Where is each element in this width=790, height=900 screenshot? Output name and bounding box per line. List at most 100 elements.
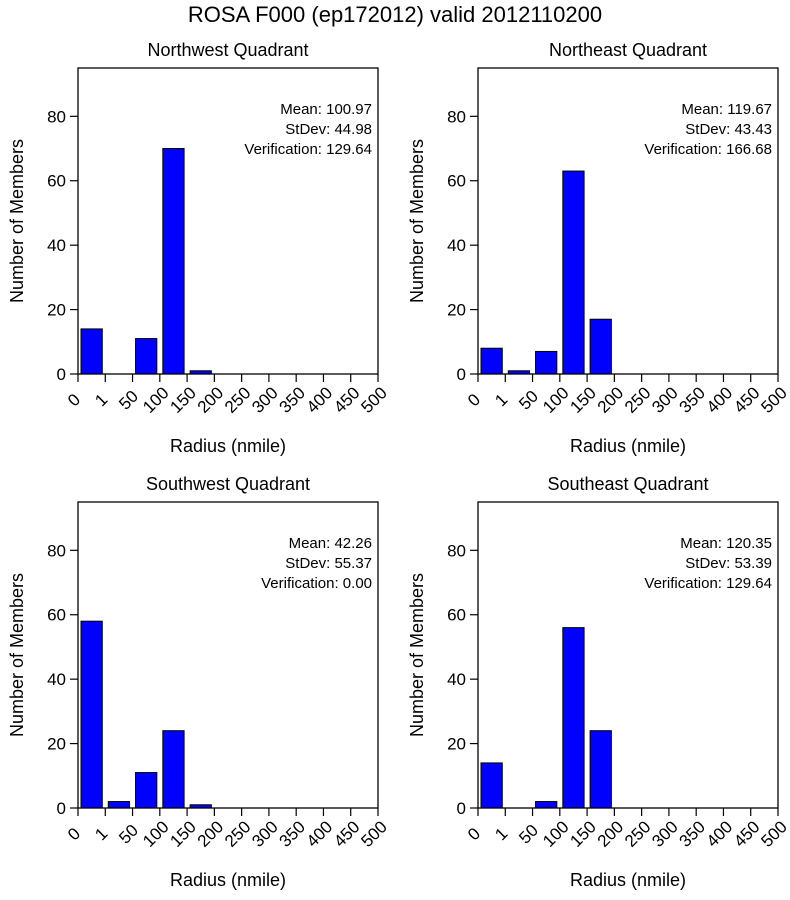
x-tick-label: 200: [594, 817, 627, 850]
chart-title: Northwest Quadrant: [147, 40, 308, 60]
x-tick-label: 1: [491, 390, 511, 410]
histogram-bar: [80, 328, 103, 375]
x-tick-label: 350: [676, 817, 709, 850]
x-tick-label: 200: [194, 383, 227, 416]
x-tick-label: 0: [464, 824, 484, 844]
x-tick-label: 300: [648, 817, 681, 850]
y-tick-label: 40: [47, 670, 66, 689]
stats-annotation: Verification: 129.64: [644, 575, 772, 592]
x-tick-label: 350: [676, 383, 709, 416]
x-tick-label: 50: [515, 387, 542, 414]
x-tick-label: 100: [139, 383, 172, 416]
y-tick-label: 0: [457, 799, 466, 818]
x-tick-label: 50: [515, 821, 542, 848]
x-tick-label: 450: [730, 817, 763, 850]
x-axis-label: Radius (nmile): [170, 870, 286, 890]
histogram-bar: [135, 772, 158, 809]
y-tick-label: 20: [47, 301, 66, 320]
x-tick-label: 0: [64, 824, 84, 844]
histogram-bar: [480, 762, 503, 809]
x-tick-label: 50: [115, 821, 142, 848]
y-tick-label: 0: [457, 365, 466, 384]
histogram-bar: [135, 338, 158, 375]
y-tick-label: 80: [447, 107, 466, 126]
histogram-bar: [107, 801, 131, 809]
chart-title: Southwest Quadrant: [146, 474, 310, 494]
x-tick-label: 0: [64, 390, 84, 410]
y-tick-label: 0: [57, 799, 66, 818]
x-tick-label: 0: [464, 390, 484, 410]
histogram-bar: [535, 350, 558, 375]
y-tick-label: 80: [47, 541, 66, 560]
chart-title: Northeast Quadrant: [549, 40, 707, 60]
x-tick-label: 1: [91, 390, 111, 410]
x-tick-label: 400: [703, 817, 736, 850]
page-title: ROSA F000 (ep172012) valid 2012110200: [187, 2, 603, 27]
x-tick-label: 500: [757, 383, 790, 416]
y-axis-label: Number of Members: [407, 139, 427, 303]
histogram-bar: [589, 730, 612, 809]
stats-annotation: Mean: 119.67: [681, 101, 772, 118]
stats-annotation: StDev: 43.43: [685, 121, 772, 138]
x-tick-label: 400: [303, 817, 336, 850]
histogram-bar: [535, 801, 558, 809]
x-axis-label: Radius (nmile): [170, 436, 286, 456]
x-tick-label: 450: [330, 383, 363, 416]
plot-frame: [477, 67, 779, 375]
y-tick-label: 40: [47, 236, 66, 255]
x-tick-label: 350: [276, 817, 309, 850]
x-tick-label: 150: [166, 817, 199, 850]
x-tick-label: 400: [703, 383, 736, 416]
stats-annotation: StDev: 55.37: [285, 555, 372, 572]
stats-annotation: Verification: 166.68: [644, 141, 772, 158]
x-tick-label: 450: [730, 383, 763, 416]
x-tick-label: 350: [276, 383, 309, 416]
x-tick-label: 150: [566, 817, 599, 850]
plot-frame: [77, 67, 379, 375]
stats-annotation: Verification: 0.00: [261, 575, 372, 592]
y-axis-label: Number of Members: [407, 573, 427, 737]
x-tick-label: 300: [648, 383, 681, 416]
x-tick-label: 1: [491, 824, 511, 844]
x-tick-label: 450: [330, 817, 363, 850]
y-axis-label: Number of Members: [7, 573, 27, 737]
stats-annotation: StDev: 53.39: [685, 555, 772, 572]
x-tick-label: 400: [303, 383, 336, 416]
x-tick-label: 500: [357, 817, 390, 850]
x-tick-label: 100: [539, 383, 572, 416]
x-tick-label: 150: [566, 383, 599, 416]
x-tick-label: 250: [221, 383, 254, 416]
stats-annotation: Mean: 42.26: [289, 535, 372, 552]
x-tick-label: 300: [248, 383, 281, 416]
y-tick-label: 60: [447, 606, 466, 625]
y-tick-label: 0: [57, 365, 66, 384]
plot-frame: [77, 501, 379, 809]
x-tick-label: 1: [91, 824, 111, 844]
y-tick-label: 80: [447, 541, 466, 560]
histogram-bar: [562, 627, 585, 809]
y-tick-label: 20: [47, 735, 66, 754]
y-tick-label: 40: [447, 670, 466, 689]
histogram-bar: [480, 347, 503, 375]
x-axis-label: Radius (nmile): [570, 870, 686, 890]
histogram-bar: [562, 170, 585, 375]
histogram-bar: [80, 620, 103, 809]
y-tick-label: 60: [447, 172, 466, 191]
y-tick-label: 20: [447, 735, 466, 754]
x-tick-label: 250: [221, 817, 254, 850]
x-tick-label: 200: [594, 383, 627, 416]
x-tick-label: 50: [115, 387, 142, 414]
stats-annotation: Mean: 120.35: [680, 535, 772, 552]
x-tick-label: 100: [539, 817, 572, 850]
y-tick-label: 60: [47, 606, 66, 625]
x-tick-label: 100: [139, 817, 172, 850]
x-tick-label: 250: [621, 817, 654, 850]
x-tick-label: 500: [757, 817, 790, 850]
histogram-bar: [162, 730, 185, 809]
y-tick-label: 60: [47, 172, 66, 191]
y-tick-label: 20: [447, 301, 466, 320]
